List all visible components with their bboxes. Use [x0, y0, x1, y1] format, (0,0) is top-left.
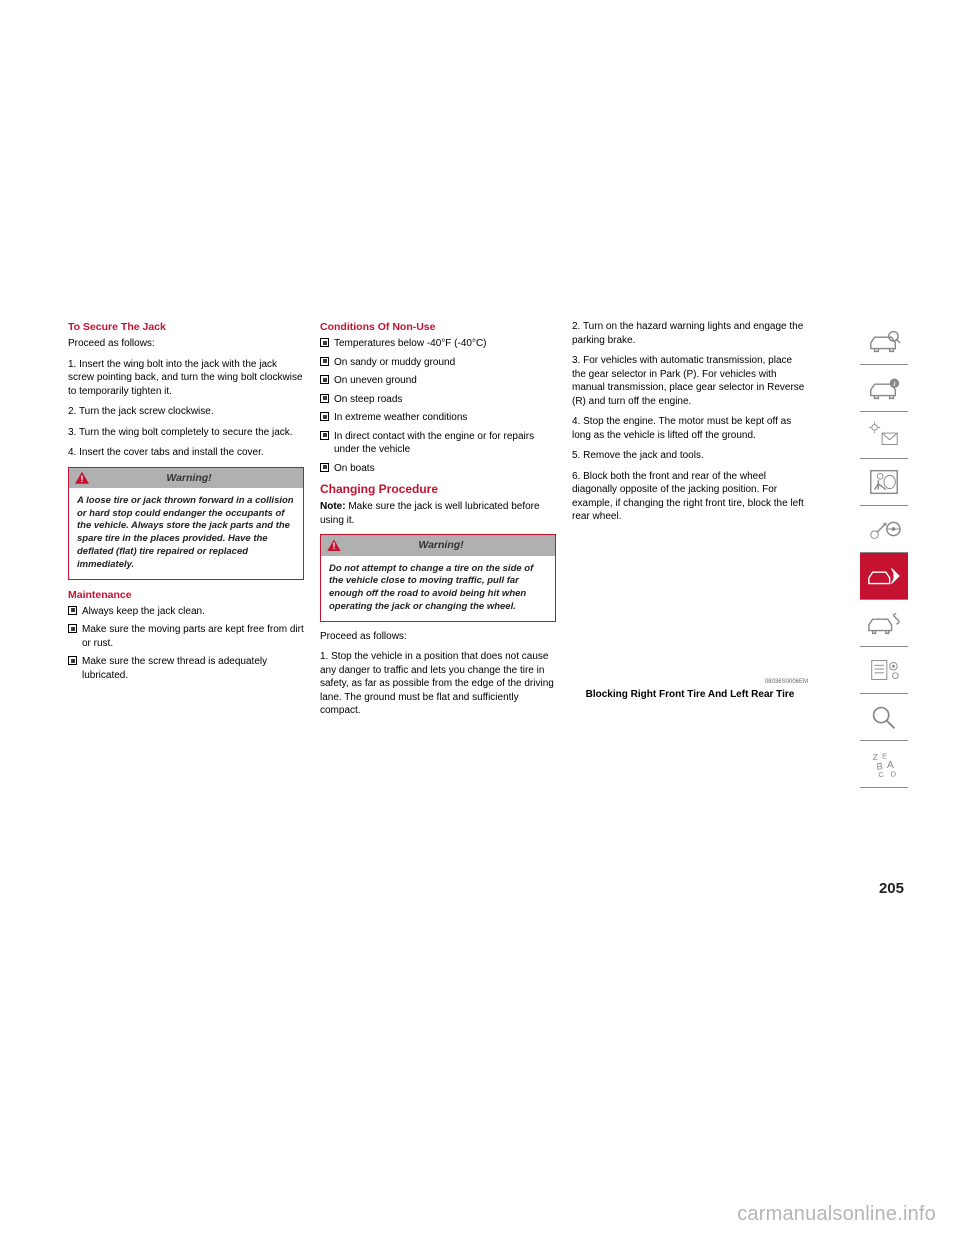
tab-collision-active[interactable] — [860, 553, 908, 600]
tab-key-steering[interactable] — [860, 506, 908, 553]
bullet-item: In direct contact with the engine or for… — [320, 430, 556, 457]
bullet-text: On boats — [334, 462, 375, 476]
bullet-icon — [68, 624, 77, 633]
bullet-item: In extreme weather conditions — [320, 411, 556, 425]
bullet-item: On sandy or muddy ground — [320, 356, 556, 370]
bullet-item: Always keep the jack clean. — [68, 605, 304, 619]
step-text: 3. For vehicles with automatic transmiss… — [572, 354, 808, 408]
step-text: 4. Insert the cover tabs and install the… — [68, 446, 304, 460]
tab-search[interactable] — [860, 694, 908, 741]
step-text: 3. Turn the wing bolt completely to secu… — [68, 426, 304, 440]
step-text: 2. Turn on the hazard warning lights and… — [572, 320, 808, 347]
bullet-text: On sandy or muddy ground — [334, 356, 455, 370]
warning-title: Warning! — [347, 538, 549, 552]
bullet-text: Make sure the screw thread is adequately… — [82, 655, 304, 682]
step-text: 6. Block both the front and rear of the … — [572, 470, 808, 524]
heading-changing: Changing Procedure — [320, 481, 556, 497]
tab-list-settings[interactable] — [860, 647, 908, 694]
image-caption: Blocking Right Front Tire And Left Rear … — [572, 688, 808, 701]
note-text: Note: Note: Make sure the jack is well l… — [320, 500, 556, 527]
bullet-text: On steep roads — [334, 393, 402, 407]
bullet-icon — [68, 606, 77, 615]
bullet-icon — [320, 375, 329, 384]
warning-triangle-icon — [75, 472, 89, 484]
warning-header: Warning! — [69, 468, 303, 488]
tab-lights-mail[interactable] — [860, 412, 908, 459]
warning-title: Warning! — [95, 471, 297, 485]
column-2: Conditions Of Non-Use Temperatures below… — [320, 320, 556, 725]
bullet-icon — [68, 656, 77, 665]
tab-airbag[interactable] — [860, 459, 908, 506]
bullet-icon — [320, 394, 329, 403]
bullet-icon — [320, 338, 329, 347]
column-3: 2. Turn on the hazard warning lights and… — [572, 320, 808, 725]
step-text: 2. Turn the jack screw clockwise. — [68, 405, 304, 419]
bullet-item: Make sure the screw thread is adequately… — [68, 655, 304, 682]
tab-vehicle-info[interactable]: i — [860, 365, 908, 412]
proceed-text: Proceed as follows: — [68, 337, 304, 351]
bullet-item: Temperatures below -40°F (-40°C) — [320, 337, 556, 351]
step-text: 1. Insert the wing bolt into the jack wi… — [68, 358, 304, 399]
bullet-text: In extreme weather conditions — [334, 411, 467, 425]
sidebar-tabs: i ZEBACD — [860, 318, 908, 788]
bullet-item: On steep roads — [320, 393, 556, 407]
warning-body: A loose tire or jack thrown forward in a… — [69, 488, 303, 579]
warning-triangle-icon — [327, 539, 341, 551]
image-code: 08036S0006EM — [572, 678, 808, 686]
step-text: 1. Stop the vehicle in a position that d… — [320, 650, 556, 718]
warning-box: Warning! A loose tire or jack thrown for… — [68, 467, 304, 580]
bullet-text: On uneven ground — [334, 374, 417, 388]
page-number: 205 — [879, 880, 904, 897]
svg-text:C: C — [878, 770, 884, 779]
heading-nonuse: Conditions Of Non-Use — [320, 320, 556, 334]
svg-text:Z: Z — [873, 752, 878, 762]
vehicle-diagram-image — [572, 531, 808, 676]
tab-alphabet[interactable]: ZEBACD — [860, 741, 908, 788]
heading-maintenance: Maintenance — [68, 588, 304, 602]
bullet-icon — [320, 357, 329, 366]
bullet-text: Make sure the moving parts are kept free… — [82, 623, 304, 650]
tab-vehicle-wrench[interactable] — [860, 600, 908, 647]
bullet-item: Make sure the moving parts are kept free… — [68, 623, 304, 650]
proceed-text: Proceed as follows: — [320, 630, 556, 644]
bullet-text: Always keep the jack clean. — [82, 605, 205, 619]
step-text: 5. Remove the jack and tools. — [572, 449, 808, 463]
warning-body: Do not attempt to change a tire on the s… — [321, 556, 555, 621]
bullet-icon — [320, 431, 329, 440]
heading-secure-jack: To Secure The Jack — [68, 320, 304, 334]
svg-text:i: i — [893, 381, 895, 388]
bullet-icon — [320, 412, 329, 421]
bullet-text: Temperatures below -40°F (-40°C) — [334, 337, 487, 351]
bullet-text: In direct contact with the engine or for… — [334, 430, 556, 457]
bullet-item: On boats — [320, 462, 556, 476]
tab-vehicle-search[interactable] — [860, 318, 908, 365]
warning-box: Warning! Do not attempt to change a tire… — [320, 534, 556, 621]
footer-watermark: carmanualsonline.info — [737, 1203, 936, 1226]
bullet-item: On uneven ground — [320, 374, 556, 388]
warning-header: Warning! — [321, 535, 555, 555]
column-1: To Secure The Jack Proceed as follows: 1… — [68, 320, 304, 725]
step-text: 4. Stop the engine. The motor must be ke… — [572, 415, 808, 442]
svg-text:D: D — [891, 769, 897, 778]
bullet-icon — [320, 463, 329, 472]
